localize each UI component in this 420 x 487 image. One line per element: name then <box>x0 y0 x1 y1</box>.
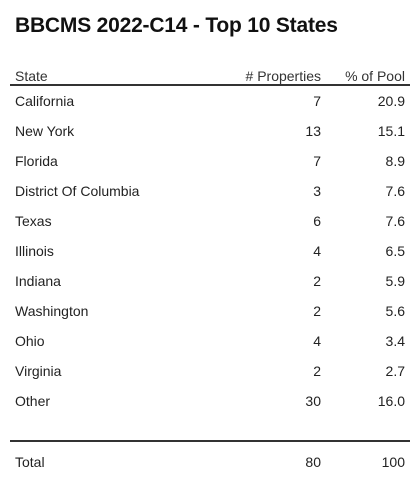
properties-cell: 6 <box>313 213 321 229</box>
pool-cell: 20.9 <box>377 93 405 109</box>
table-row: Illinois 4 6.5 <box>10 236 410 266</box>
state-cell: Illinois <box>15 243 54 259</box>
state-cell: New York <box>15 123 75 139</box>
total-pool: 100 <box>326 440 410 482</box>
table-row: Virginia 2 2.7 <box>10 356 410 386</box>
state-cell: Texas <box>15 213 52 229</box>
column-header-state: State <box>10 62 220 86</box>
state-cell: Indiana <box>15 273 61 289</box>
state-cell: California <box>15 93 75 109</box>
table-row: Texas 6 7.6 <box>10 206 410 236</box>
properties-cell: 30 <box>305 393 321 409</box>
pool-cell: 5.6 <box>385 303 405 319</box>
properties-cell: 7 <box>313 153 321 169</box>
properties-cell: 13 <box>305 123 321 139</box>
spacer-row <box>10 416 410 441</box>
table-body: California 7 20.9 New York 13 15.1 Florida 7 8.9… <box>10 85 410 416</box>
table-row: Washington 2 5.6 <box>10 296 410 326</box>
table-row: Florida 7 8.9 <box>10 146 410 176</box>
properties-cell: 4 <box>313 333 321 349</box>
table-row: Other 30 16.0 <box>10 386 410 416</box>
pool-cell: 3.4 <box>385 333 405 349</box>
properties-cell: 3 <box>313 183 321 199</box>
state-cell: Other <box>15 393 51 409</box>
total-properties: 80 <box>220 440 326 482</box>
pool-cell: 16.0 <box>377 393 405 409</box>
table-row: Ohio 4 3.4 <box>10 326 410 356</box>
properties-cell: 7 <box>313 93 321 109</box>
properties-cell: 2 <box>313 363 321 379</box>
pool-cell: 6.5 <box>385 243 405 259</box>
states-table: State # Properties % of Pool California 7… <box>10 62 410 482</box>
column-header-properties: # Properties <box>220 62 326 86</box>
state-cell: Virginia <box>15 363 62 379</box>
pool-cell: 7.6 <box>385 183 405 199</box>
properties-cell: 4 <box>313 243 321 259</box>
table-title: BBCMS 2022-C14 - Top 10 States <box>15 14 338 37</box>
pool-cell: 8.9 <box>385 153 405 169</box>
state-cell: Ohio <box>15 333 45 349</box>
pool-cell: 2.7 <box>385 363 405 379</box>
properties-cell: 2 <box>313 303 321 319</box>
pool-cell: 15.1 <box>377 123 405 139</box>
total-row: Total 80 100 <box>10 440 410 482</box>
state-cell: Florida <box>15 153 58 169</box>
total-label: Total <box>10 440 220 482</box>
header-row: State # Properties % of Pool <box>10 62 410 86</box>
table-row: New York 13 15.1 <box>10 116 410 146</box>
state-cell: Washington <box>15 303 89 319</box>
table-row: District Of Columbia 3 7.6 <box>10 176 410 206</box>
column-header-pool: % of Pool <box>326 62 410 86</box>
table-row: Indiana 2 5.9 <box>10 266 410 296</box>
table-row: California 7 20.9 <box>10 85 410 116</box>
pool-cell: 5.9 <box>385 273 405 289</box>
state-cell: District Of Columbia <box>15 183 140 199</box>
properties-cell: 2 <box>313 273 321 289</box>
pool-cell: 7.6 <box>385 213 405 229</box>
